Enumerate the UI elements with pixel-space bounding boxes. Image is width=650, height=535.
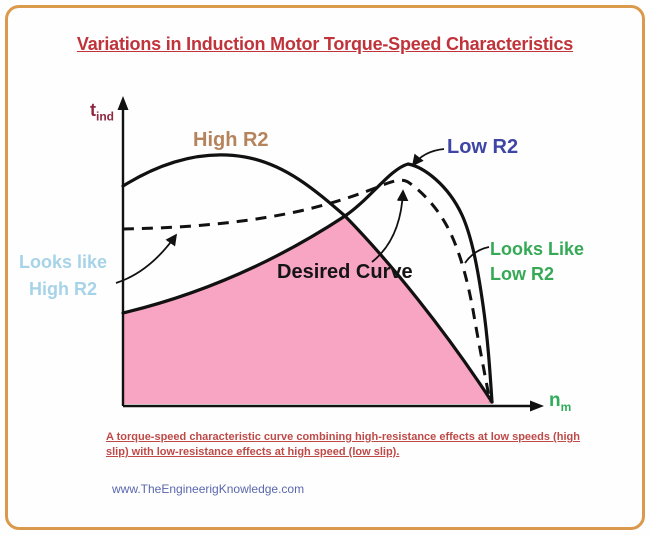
caption-line-1: A torque-speed characteristic curve comb… <box>106 431 580 443</box>
looks-like-low-r2-label: Looks Like Low R2 <box>490 237 584 287</box>
y-axis-label: tind <box>90 100 114 124</box>
desired-to-dashed-peak-arrow-icon <box>371 189 409 263</box>
y-axis-label-main: t <box>90 100 96 120</box>
y-axis-arrowhead-icon <box>117 96 129 110</box>
looks-like-low-r2-line2: Low R2 <box>490 264 555 284</box>
low-r2-label: Low R2 <box>447 136 519 158</box>
x-axis-arrowhead-icon <box>530 400 544 412</box>
x-axis-label: nm <box>549 390 571 414</box>
website-url: www.TheEngineerigKnowledge.com <box>112 482 305 496</box>
combined-dashed-curve <box>122 178 492 403</box>
x-axis-label-main: n <box>549 390 561 411</box>
high-r2-curve <box>121 153 494 404</box>
desired-curve-region <box>123 216 492 404</box>
figure-caption: A torque-speed characteristic curve comb… <box>106 430 580 460</box>
looks-like-low-r2-pointer-icon <box>464 246 490 264</box>
high-r2-label: High R2 <box>193 129 269 151</box>
figure-title: Variations in Induction Motor Torque-Spe… <box>76 34 574 54</box>
desired-curve-label: Desired Curve <box>277 261 413 283</box>
low-r2-pointer-arrow-icon <box>411 148 445 167</box>
looks-like-high-r2-arrow-icon <box>115 233 178 284</box>
looks-like-low-r2-line1: Looks Like <box>490 239 585 259</box>
y-axis-label-subscript: ind <box>96 109 114 124</box>
caption-line-2: slip) with low-resistance effects at hig… <box>106 446 400 458</box>
x-axis <box>123 400 544 412</box>
y-axis <box>117 96 129 406</box>
looks-like-high-r2-line1: Looks like <box>18 252 108 272</box>
looks-like-high-r2-line2: High R2 <box>28 279 97 299</box>
low-r2-curve <box>121 162 494 404</box>
looks-like-high-r2-label: Looks like High R2 <box>6 249 120 303</box>
x-axis-label-subscript: m <box>560 399 572 414</box>
